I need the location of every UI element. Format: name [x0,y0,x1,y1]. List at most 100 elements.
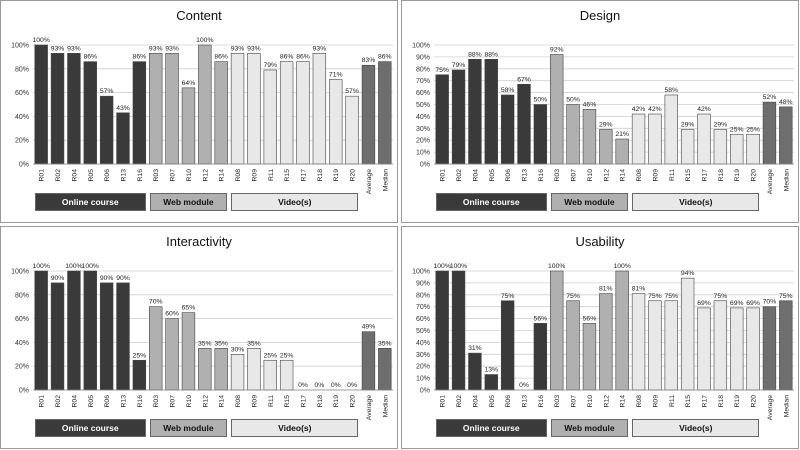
data-label: 93% [313,45,327,52]
data-label: 21% [615,131,629,138]
x-tick-label: R09 [652,395,659,408]
x-tick-label: R20 [751,169,758,182]
x-tick-label: R11 [268,395,275,407]
x-tick-label: R06 [104,169,111,182]
y-tick-label: 20% [15,364,29,371]
bar-r04 [67,53,81,165]
bar-r03 [550,54,564,165]
bar-r18 [713,300,728,391]
x-tick-label: R16 [538,395,545,408]
chart-title: Design [579,8,621,23]
x-tick-label: R14 [219,169,226,182]
bar-r17 [697,113,711,165]
data-label: 0% [347,382,357,389]
data-label: 43% [116,105,130,112]
bar-r20 [746,133,760,165]
y-tick-label: 0% [19,162,29,169]
data-label: 69% [746,300,760,307]
legend-videos: Video(s) [231,193,359,211]
bar-r07 [165,53,179,165]
x-tick-label: R06 [505,395,512,408]
data-label: 0% [519,382,529,389]
y-tick-label: 10% [416,150,430,157]
bar-r09 [648,300,662,391]
data-label: 86% [296,54,310,61]
y-tick-label: 80% [416,66,430,73]
bar-r09 [247,53,261,165]
x-tick-label: R19 [734,395,741,408]
data-label: 29% [599,121,613,128]
data-label: 79% [263,62,277,69]
legend-videos: Video(s) [632,193,760,211]
bar-r16 [533,323,548,391]
x-tick-label: R13 [522,395,529,408]
data-label: 88% [484,51,498,58]
bar-median [378,61,392,165]
bar-r08 [631,293,646,391]
x-tick-label: R12 [202,169,209,182]
bar-r12 [599,293,613,391]
y-tick-label: 60% [15,316,29,323]
data-label: 86% [214,54,228,61]
y-tick-label: 40% [416,114,430,121]
x-tick-label: R08 [636,395,643,408]
y-tick-label: 60% [416,90,430,97]
x-tick-label: R11 [669,395,676,407]
y-tick-label: 70% [416,78,430,85]
bar-r10 [582,108,597,165]
data-label: 100% [32,263,49,270]
bar-r14 [214,61,228,165]
bar-r15 [680,277,695,391]
y-tick-label: 100% [412,43,430,50]
data-label: 70% [149,299,163,306]
x-tick-label: R20 [350,169,357,182]
data-label: 35% [198,340,212,347]
data-label: 86% [280,54,294,61]
data-label: 0% [331,382,341,389]
bar-r14 [214,348,228,391]
bar-r09 [247,348,261,391]
bar-r10 [181,87,196,165]
legend-videos: Video(s) [231,419,359,437]
data-label: 75% [501,293,515,300]
bar-r14 [615,270,629,391]
x-tick-label: R14 [620,169,627,182]
x-tick-label: R04 [472,169,479,182]
y-tick-label: 0% [420,162,430,169]
y-tick-label: 70% [416,304,430,311]
bar-r05 [484,58,498,165]
data-label: 94% [681,270,695,277]
data-label: 35% [378,340,392,347]
data-label: 93% [51,45,65,52]
x-tick-label: R14 [620,395,627,408]
chart-title: Content [176,8,222,23]
data-label: 79% [452,62,466,69]
x-tick-label: R20 [751,395,758,408]
data-label: 46% [583,101,597,108]
data-label: 42% [632,106,646,113]
x-tick-label: R18 [718,395,725,408]
y-tick-label: 80% [416,292,430,299]
x-tick-label: R11 [669,169,676,181]
data-label: 29% [714,121,728,128]
x-tick-label: R07 [170,169,177,182]
bar-r09 [648,113,662,165]
x-tick-label: R19 [333,395,340,408]
x-tick-label: R08 [235,395,242,408]
bar-r07 [566,300,580,391]
bar-r16 [132,359,147,391]
bar-r01 [34,270,48,391]
data-label: 86% [83,54,97,61]
legend-online-course: Online course [35,419,146,437]
data-label: 75% [648,293,662,300]
x-tick-label: R08 [235,169,242,182]
data-label: 52% [763,94,777,101]
data-label: 30% [231,346,245,353]
x-tick-label: R13 [121,169,128,182]
x-tick-label: R16 [538,169,545,182]
x-tick-label: R12 [202,395,209,408]
x-tick-label: Average [366,395,373,420]
bar-r03 [149,53,163,165]
bar-median [779,300,793,391]
